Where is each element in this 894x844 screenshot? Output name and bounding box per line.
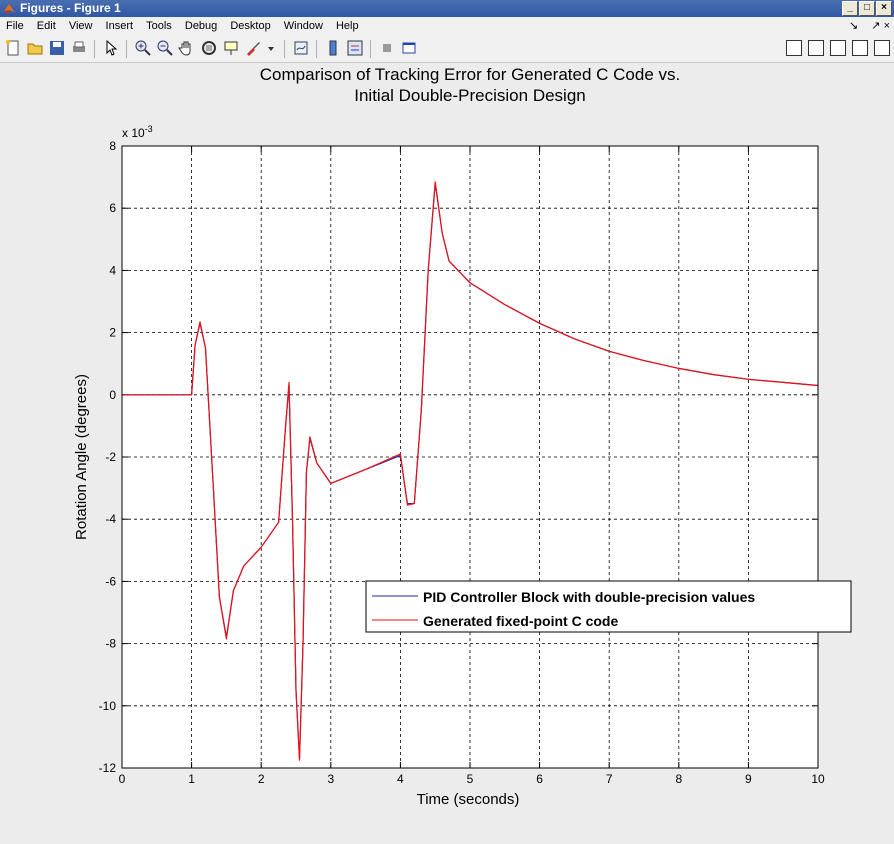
hide-plot-tools-icon[interactable] (378, 39, 396, 57)
menu-tools[interactable]: Tools (146, 20, 172, 32)
x-tick-label: 0 (119, 772, 126, 786)
y-tick-label: -12 (99, 761, 117, 775)
toolbar-separator (316, 40, 317, 58)
x-tick-label: 8 (675, 772, 682, 786)
x-tick-label: 7 (606, 772, 613, 786)
y-tick-label: 4 (109, 263, 116, 277)
menu-window[interactable]: Window (283, 20, 323, 32)
chart-title-line-2: Initial Double-Precision Design (354, 86, 586, 105)
y-tick-label: -2 (105, 450, 116, 464)
y-tick-label: 8 (109, 139, 116, 153)
menu-help[interactable]: Help (335, 20, 359, 32)
toolbar-separator (370, 40, 371, 58)
close-button[interactable]: × (876, 1, 892, 16)
zoom-out-icon[interactable] (156, 39, 174, 57)
menu-debug[interactable]: Debug (184, 20, 218, 32)
legend-icon[interactable] (346, 39, 364, 57)
print-icon[interactable] (70, 39, 88, 57)
menu-insert[interactable]: Insert (105, 20, 134, 32)
legend-box (365, 580, 852, 633)
y-tick-label: -6 (105, 574, 116, 588)
colorbar-icon[interactable] (324, 39, 342, 57)
tile-grid-icon[interactable] (786, 40, 802, 56)
legend-label-series-1: PID Controller Block with double-precisi… (423, 589, 755, 605)
y-tick-labels: 8 6 4 2 0 -2 -4 -6 -8 -10 -12 (99, 139, 117, 775)
show-plot-tools-icon[interactable] (400, 39, 418, 57)
y-axis-label: Rotation Angle (degrees) (73, 374, 90, 540)
tile-columns-icon[interactable] (808, 40, 824, 56)
menu-bar: File Edit View Insert Tools Debug Deskto… (0, 17, 894, 36)
save-icon[interactable] (48, 39, 66, 57)
menu-view[interactable]: View (68, 20, 93, 32)
menu-desktop[interactable]: Desktop (230, 20, 271, 32)
chart-area: Comparison of Tracking Error for Generat… (73, 65, 852, 808)
legend-label-series-2: Generated fixed-point C code (423, 613, 618, 629)
x-tick-label: 4 (397, 772, 404, 786)
series-lines (122, 181, 819, 761)
maximize-button[interactable]: □ (859, 1, 875, 16)
tile-rows-icon[interactable] (830, 40, 846, 56)
brush-icon[interactable] (244, 39, 262, 57)
x-tick-label: 6 (536, 772, 543, 786)
maximize-panel-icon[interactable] (874, 40, 890, 56)
x-tick-label: 10 (811, 772, 825, 786)
menu-file[interactable]: File (6, 20, 24, 32)
x-tick-label: 9 (745, 772, 752, 786)
undock-arrow-icon[interactable]: ↘ (849, 20, 859, 32)
y-tick-label: -10 (99, 699, 117, 713)
title-bar: Figures - Figure 1 _ □ × (0, 0, 894, 17)
y-tick-label: -8 (105, 637, 116, 651)
y-exponent-label: x 10-3 (122, 124, 153, 140)
series-line-2 (122, 181, 819, 761)
new-figure-icon[interactable] (4, 39, 22, 57)
x-tick-label: 2 (258, 772, 265, 786)
legend[interactable]: PID Controller Block with double-precisi… (365, 580, 852, 633)
data-cursor-icon[interactable] (222, 39, 240, 57)
toolbar (0, 36, 894, 63)
x-axis-label: Time (seconds) (417, 791, 520, 808)
y-tick-label: 6 (109, 201, 116, 215)
x-tick-label: 5 (467, 772, 474, 786)
toolbar-separator (94, 40, 95, 58)
y-tick-label: -4 (105, 512, 116, 526)
y-tick-label: 0 (109, 388, 116, 402)
grid-lines (121, 145, 819, 769)
menu-edit[interactable]: Edit (36, 20, 56, 32)
float-window-icon[interactable] (852, 40, 868, 56)
minimize-button[interactable]: _ (842, 1, 858, 16)
toolbar-separator (126, 40, 127, 58)
zoom-in-icon[interactable] (134, 39, 152, 57)
brush-dropdown-icon[interactable] (262, 39, 280, 57)
matlab-logo-icon (4, 4, 15, 14)
open-folder-icon[interactable] (26, 39, 44, 57)
dock-close-icon[interactable]: ↗ × (871, 20, 890, 32)
window-title: Figures - Figure 1 (20, 1, 121, 15)
y-tick-label: 2 (109, 326, 116, 340)
axes-box (121, 145, 819, 769)
link-plot-icon[interactable] (292, 39, 310, 57)
x-tick-label: 3 (327, 772, 334, 786)
rotate-3d-icon[interactable] (200, 39, 218, 57)
pan-hand-icon[interactable] (178, 39, 196, 57)
x-tick-labels: 0 1 2 3 4 5 6 7 8 9 10 (119, 772, 825, 786)
chart-title-line-1: Comparison of Tracking Error for Generat… (260, 65, 680, 84)
pointer-icon[interactable] (102, 39, 120, 57)
x-tick-label: 1 (188, 772, 195, 786)
toolbar-separator (284, 40, 285, 58)
